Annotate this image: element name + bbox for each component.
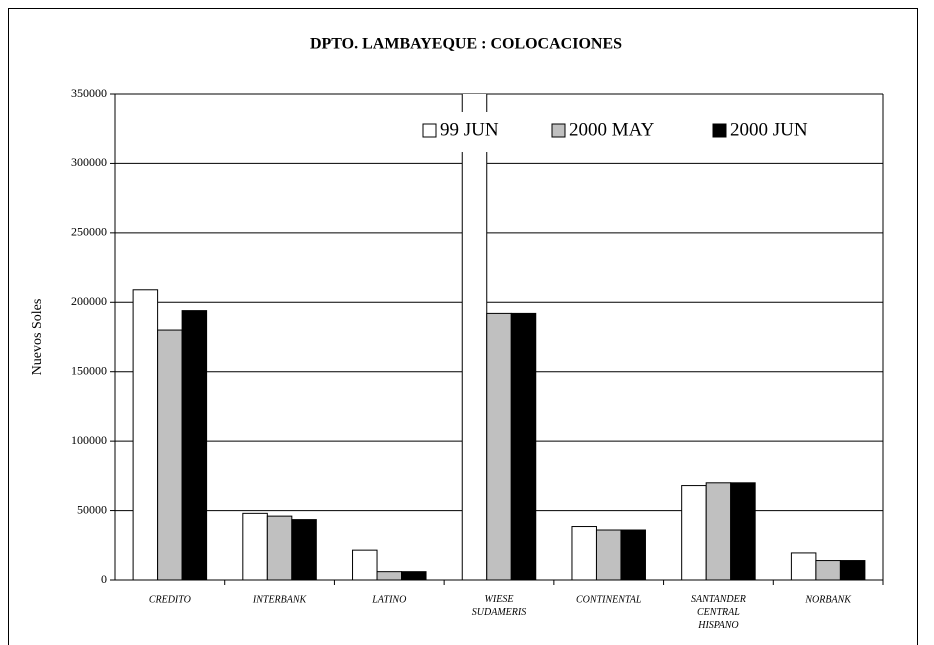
y-tick-label: 50000 <box>77 502 107 516</box>
bar <box>595 529 622 580</box>
bar <box>839 560 866 580</box>
bar <box>291 519 317 580</box>
legend-swatch <box>551 123 566 138</box>
legend-swatch <box>422 123 437 138</box>
bar <box>705 482 732 580</box>
legend-label: 99 JUN <box>440 119 499 140</box>
x-tick-label: INTERBANK <box>252 594 308 605</box>
bar <box>132 289 159 580</box>
y-tick-label: 150000 <box>71 363 107 377</box>
bar <box>266 515 293 580</box>
x-tick-label: CONTINENTAL <box>576 594 642 605</box>
x-tick-label: CREDITO <box>149 594 191 605</box>
y-tick-label: 300000 <box>71 155 107 169</box>
chart-title: DPTO. LAMBAYEQUE : COLOCACIONES <box>310 36 622 53</box>
x-tick-label: WIESE SUDAMERIS <box>472 594 526 618</box>
x-tick-label: NORBANK <box>804 594 852 605</box>
bar <box>181 310 208 580</box>
bar <box>486 312 512 580</box>
bar <box>461 94 488 580</box>
y-tick-label: 250000 <box>71 225 107 239</box>
bar <box>157 329 183 580</box>
bar <box>681 485 707 580</box>
legend-label: 2000 JUN <box>730 119 808 140</box>
bar <box>620 529 646 580</box>
bar <box>401 571 427 580</box>
bar <box>815 560 841 580</box>
legend-swatch <box>712 123 727 138</box>
x-tick-label: LATINO <box>371 594 406 605</box>
legend-label: 2000 MAY <box>569 119 655 140</box>
bar <box>571 526 597 580</box>
legend-background <box>412 112 832 152</box>
bar <box>790 552 817 580</box>
bar <box>510 312 537 580</box>
bar <box>352 549 378 580</box>
chart-frame <box>8 8 918 645</box>
y-tick-label: 350000 <box>71 86 107 100</box>
bar <box>376 571 403 580</box>
y-tick-label: 100000 <box>71 433 107 447</box>
y-tick-label: 200000 <box>71 294 107 308</box>
bar <box>242 512 268 580</box>
y-axis-label: Nuevos Soles <box>30 299 45 376</box>
bar <box>730 482 756 580</box>
x-tick-label: SANTANDER CENTRAL HISPANO <box>691 594 746 631</box>
y-tick-label: 0 <box>101 572 107 586</box>
